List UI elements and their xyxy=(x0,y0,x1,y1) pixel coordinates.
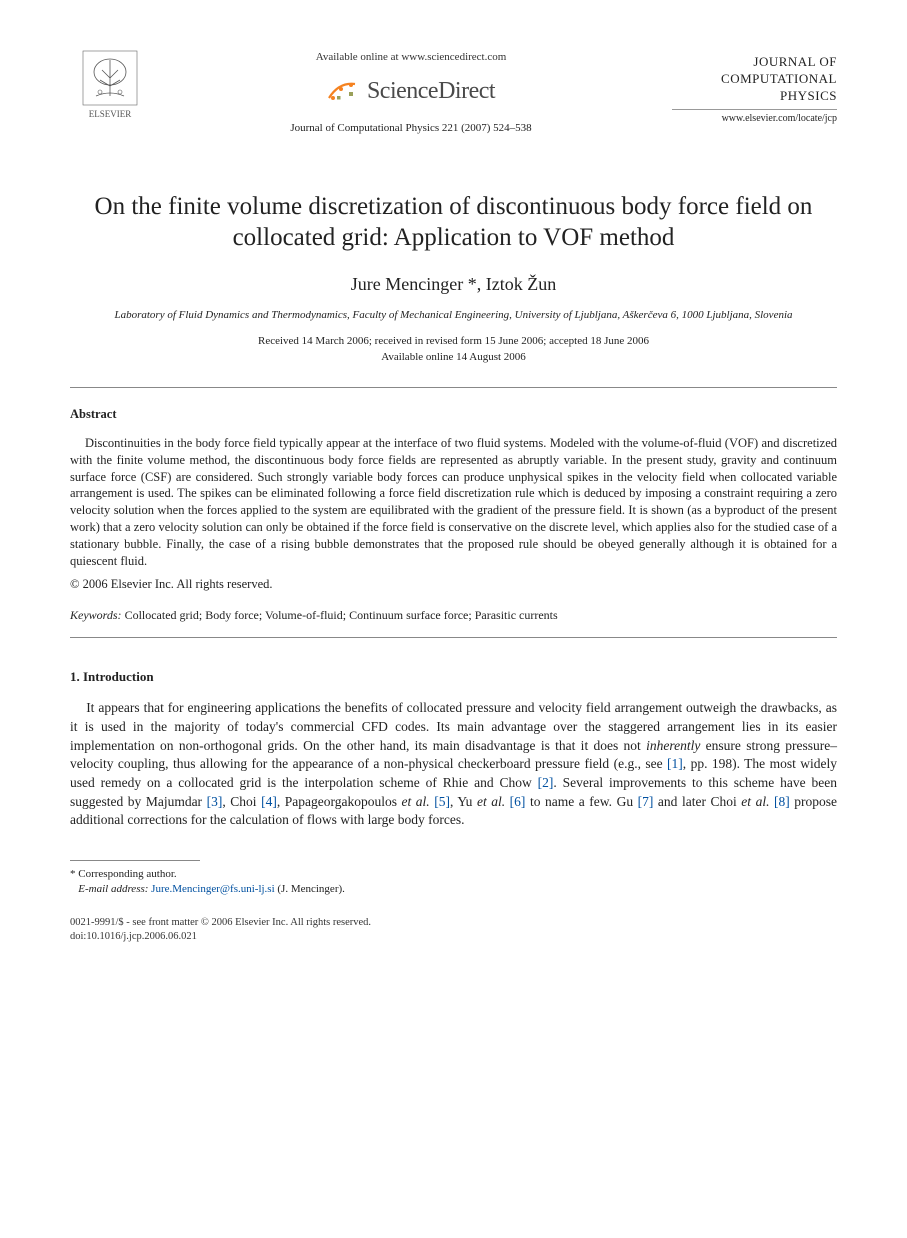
sciencedirect-logo: ScienceDirect xyxy=(327,75,495,107)
section-heading-introduction: 1. Introduction xyxy=(70,668,837,686)
email-label: E-mail address: xyxy=(78,883,148,895)
intro-p1-inherently: inherently xyxy=(646,738,700,753)
intro-etal8: et al. xyxy=(741,794,769,809)
abstract-bottom-separator xyxy=(70,637,837,638)
doi-line: doi:10.1016/j.jcp.2006.06.021 xyxy=(70,930,837,944)
article-dates: Received 14 March 2006; received in revi… xyxy=(70,334,837,365)
keywords-list: Collocated grid; Body force; Volume-of-f… xyxy=(125,608,558,622)
elsevier-label: ELSEVIER xyxy=(70,108,150,120)
intro-p1-mid8: and later Choi xyxy=(653,794,741,809)
journal-url[interactable]: www.elsevier.com/locate/jcp xyxy=(672,112,837,126)
abstract-heading: Abstract xyxy=(70,406,837,423)
ref-link-4[interactable]: [4] xyxy=(261,794,277,809)
ref-link-1[interactable]: [1] xyxy=(667,756,683,771)
keywords-line: Keywords: Collocated grid; Body force; V… xyxy=(70,607,837,623)
elsevier-tree-icon xyxy=(82,50,138,106)
intro-etal5: et al. xyxy=(402,794,430,809)
ref-link-5[interactable]: [5] xyxy=(430,794,450,809)
footnote-block: * Corresponding author. E-mail address: … xyxy=(70,867,837,898)
intro-p1-mid7: to name a few. Gu xyxy=(525,794,637,809)
author-email-name: (J. Mencinger). xyxy=(277,883,345,895)
footer-block: 0021-9991/$ - see front matter © 2006 El… xyxy=(70,916,837,944)
abstract-copyright: © 2006 Elsevier Inc. All rights reserved… xyxy=(70,576,837,593)
corresponding-author-note: * Corresponding author. xyxy=(70,867,837,882)
intro-p1-mid5: , Papageorgakopoulos xyxy=(277,794,402,809)
ref-link-8[interactable]: [8] xyxy=(769,794,789,809)
ref-link-6[interactable]: [6] xyxy=(505,794,525,809)
header-center: Available online at www.sciencedirect.co… xyxy=(150,50,672,136)
journal-name-line1: JOURNAL OF xyxy=(672,54,837,71)
footnote-rule xyxy=(70,860,200,861)
available-online-text: Available online at www.sciencedirect.co… xyxy=(160,50,662,65)
intro-p1-mid6: , Yu xyxy=(450,794,477,809)
citation-line: Journal of Computational Physics 221 (20… xyxy=(160,121,662,136)
intro-p1-mid4: , Choi xyxy=(222,794,261,809)
ref-link-7[interactable]: [7] xyxy=(638,794,654,809)
authors-line: Jure Mencinger *, Iztok Žun xyxy=(70,272,837,296)
elsevier-logo-block: ELSEVIER xyxy=(70,50,150,120)
dates-online: Available online 14 August 2006 xyxy=(381,351,526,363)
sciencedirect-wordmark: ScienceDirect xyxy=(367,75,495,107)
sciencedirect-swoosh-icon xyxy=(327,78,359,104)
journal-name-line3: PHYSICS xyxy=(672,88,837,105)
top-separator xyxy=(70,387,837,388)
abstract-body: Discontinuities in the body force field … xyxy=(70,435,837,570)
ref-link-3[interactable]: [3] xyxy=(207,794,223,809)
journal-name-line2: COMPUTATIONAL xyxy=(672,71,837,88)
issn-line: 0021-9991/$ - see front matter © 2006 El… xyxy=(70,916,837,930)
journal-divider xyxy=(672,109,837,110)
introduction-paragraph-1: It appears that for engineering applicat… xyxy=(70,699,837,829)
header-row: ELSEVIER Available online at www.science… xyxy=(70,50,837,136)
journal-brand-block: JOURNAL OF COMPUTATIONAL PHYSICS www.els… xyxy=(672,50,837,125)
email-line: E-mail address: Jure.Mencinger@fs.uni-lj… xyxy=(70,882,837,897)
dates-received: Received 14 March 2006; received in revi… xyxy=(258,335,649,347)
article-title: On the finite volume discretization of d… xyxy=(70,191,837,254)
author-email-link[interactable]: Jure.Mencinger@fs.uni-lj.si xyxy=(151,883,274,895)
intro-etal6: et al. xyxy=(477,794,505,809)
keywords-label: Keywords: xyxy=(70,608,122,622)
affiliation-text: Laboratory of Fluid Dynamics and Thermod… xyxy=(110,308,797,322)
ref-link-2[interactable]: [2] xyxy=(538,775,554,790)
